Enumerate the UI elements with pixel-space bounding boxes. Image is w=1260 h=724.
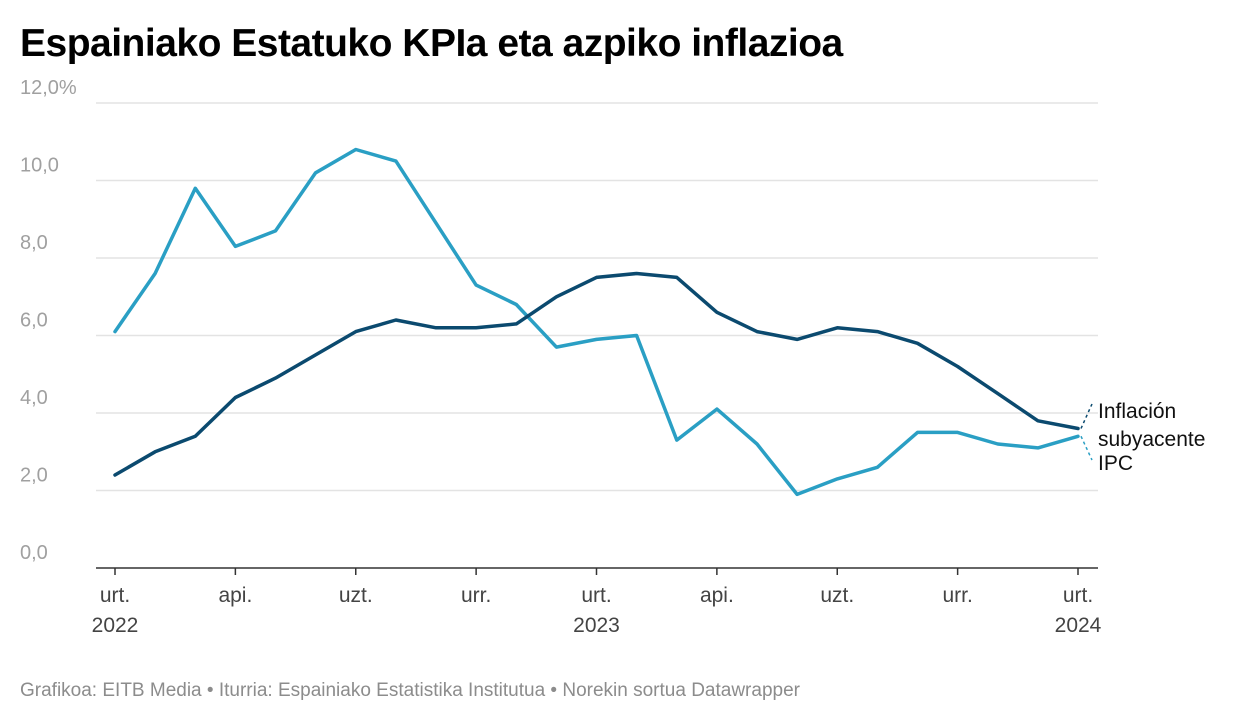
series-label-inflacion-subyacente-line1: Inflación [1098,400,1176,423]
y-tick-label: 10,0 [20,155,59,177]
x-tick-label: urt. [1063,584,1093,607]
x-tick-year-label: 2024 [1055,614,1102,637]
x-tick-label: urt. [581,584,611,607]
series-line-ipc [113,147,1080,497]
label-leader-ipc [1080,435,1093,461]
x-tick-year-label: 2022 [92,614,139,637]
series-label-inflacion-subyacente-line2: subyacente [1098,428,1205,451]
y-tick-label: 4,0 [20,387,48,409]
x-tick-label: urr. [942,584,972,607]
x-axis-ticks: urt. 2022 api. uzt. urr. urt. 2023 api. uzt. urr.… [92,568,1102,637]
x-tick-label: api. [218,584,252,607]
y-tick-label: 6,0 [20,310,48,332]
source-footer: Grafikoa: EITB Media • Iturria: Espainia… [20,680,800,701]
chart-title: Espainiako Estatuko KPIa eta azpiko infl… [20,22,843,65]
x-tick-label: urt. [100,584,130,607]
y-tick-label: 12,0% [20,77,77,99]
gridlines [96,102,1098,492]
series-lines [113,147,1080,497]
x-tick-label: uzt. [820,584,854,607]
y-tick-label: 0,0 [20,542,48,564]
label-leader-inflacion-subyacente [1080,403,1093,429]
y-axis-ticks: 0,0 2,0 4,0 6,0 8,0 10,0 12,0% [20,77,77,564]
y-tick-label: 2,0 [20,465,48,487]
y-tick-label: 8,0 [20,232,48,254]
x-tick-label: uzt. [339,584,373,607]
x-tick-label: urr. [461,584,491,607]
x-tick-year-label: 2023 [573,614,620,637]
series-line-inflacion-subyacente [113,271,1080,477]
series-label-ipc: IPC [1098,452,1133,475]
x-tick-label: api. [700,584,734,607]
